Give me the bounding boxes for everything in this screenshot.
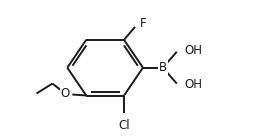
- Text: OH: OH: [185, 44, 203, 57]
- Text: B: B: [159, 61, 167, 74]
- Text: OH: OH: [185, 78, 203, 91]
- Text: Cl: Cl: [118, 119, 130, 132]
- Text: O: O: [61, 87, 70, 100]
- Text: F: F: [140, 17, 147, 30]
